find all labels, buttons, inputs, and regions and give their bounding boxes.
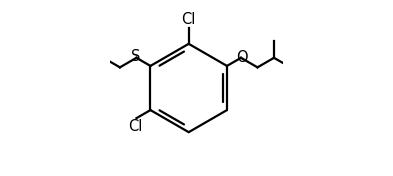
Text: S: S bbox=[131, 49, 140, 64]
Text: O: O bbox=[236, 50, 248, 65]
Text: Cl: Cl bbox=[182, 12, 196, 27]
Text: Cl: Cl bbox=[129, 119, 143, 134]
